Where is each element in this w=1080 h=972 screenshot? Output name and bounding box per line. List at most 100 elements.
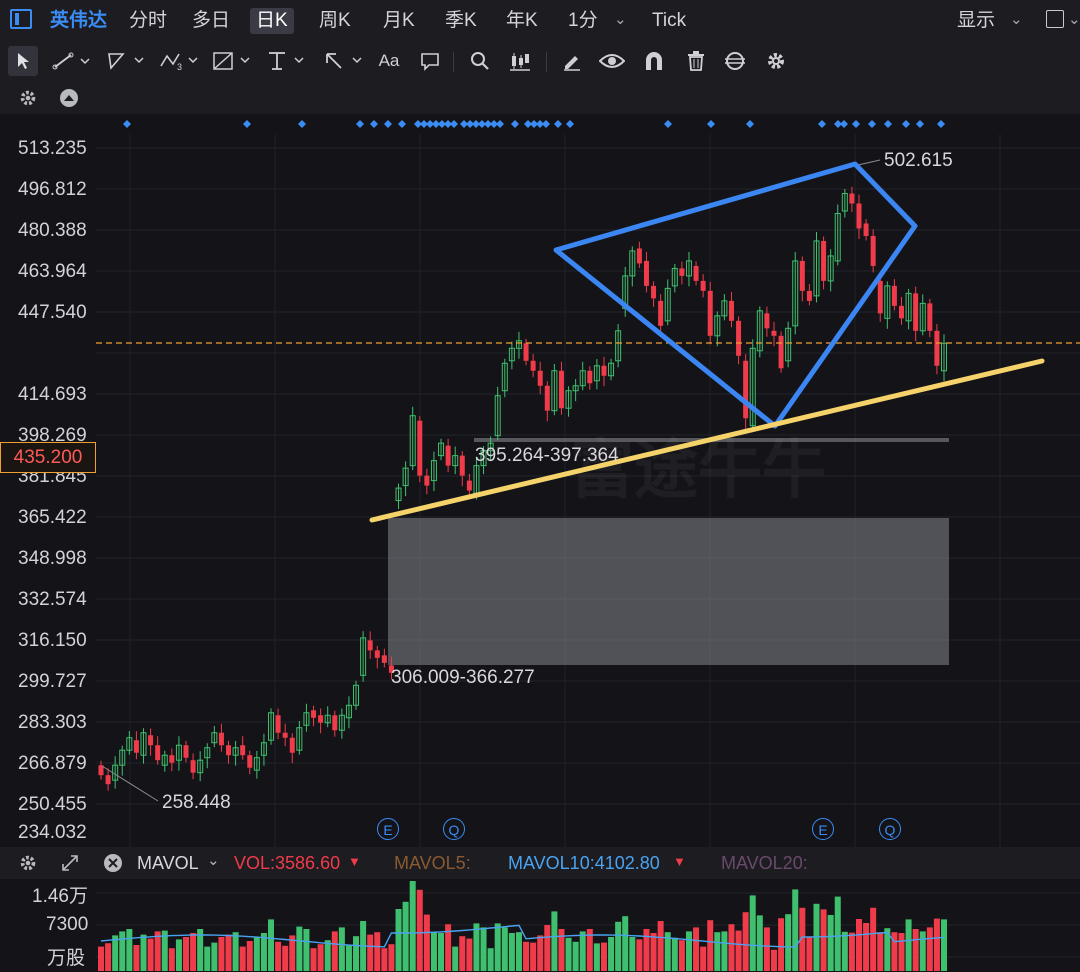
candle-body-down[interactable] [870, 235, 876, 266]
volume-bar[interactable] [537, 935, 544, 971]
volume-bar[interactable] [501, 927, 508, 971]
volume-bar[interactable] [119, 931, 126, 971]
candle-body-up[interactable] [452, 455, 459, 467]
candle-body-down[interactable] [636, 248, 642, 264]
candle-body-up[interactable] [119, 749, 126, 766]
support-trendline-drawing[interactable] [369, 358, 1045, 523]
volume-bar[interactable] [423, 914, 430, 971]
indicator-selector[interactable]: MAVOL [137, 853, 199, 873]
candle-body-up[interactable] [438, 442, 445, 457]
volume-bar[interactable] [884, 928, 891, 971]
candle-body-down[interactable] [806, 290, 812, 301]
event-diamond-marker[interactable] [370, 120, 378, 128]
text-tool-icon[interactable]: Aa [378, 51, 400, 70]
volume-bar[interactable] [579, 931, 586, 971]
candle-body-down[interactable] [558, 370, 564, 409]
event-diamond-marker[interactable] [414, 120, 422, 128]
candle-body-down[interactable] [523, 343, 529, 361]
event-diamond-marker[interactable] [243, 120, 251, 128]
volume-bar[interactable] [409, 881, 416, 971]
candle-body-up[interactable] [813, 240, 820, 297]
event-diamond-marker[interactable] [852, 120, 860, 128]
volume-bar[interactable] [211, 942, 218, 971]
volume-bar[interactable] [494, 923, 501, 971]
event-diamond-marker[interactable] [818, 120, 826, 128]
candle-body-up[interactable] [608, 362, 615, 377]
indicator-chevron-icon[interactable]: ⌄ [207, 852, 220, 869]
candle-body-up[interactable] [941, 342, 947, 372]
volume-bar[interactable] [855, 919, 862, 971]
candle-body-up[interactable] [338, 714, 345, 731]
event-diamond-marker[interactable] [466, 120, 474, 128]
tab-1min[interactable]: 1分 [568, 10, 598, 31]
event-diamond-marker[interactable] [123, 120, 131, 128]
more-chevron-icon[interactable]: ⌄ [1068, 11, 1080, 28]
candle-body-up[interactable] [253, 757, 260, 771]
volume-bar[interactable] [331, 931, 338, 971]
candle-body-up[interactable] [664, 287, 671, 322]
volume-bar[interactable] [438, 933, 445, 971]
candle-body-down[interactable] [282, 732, 288, 738]
channel-tool-icon[interactable] [104, 46, 146, 76]
volume-bar[interactable] [898, 933, 905, 971]
candle-body-up[interactable] [161, 754, 168, 766]
volume-bar[interactable] [154, 931, 161, 971]
volume-bar[interactable] [671, 937, 678, 971]
candle-body-down[interactable] [679, 268, 685, 276]
candle-body-down[interactable] [799, 260, 805, 291]
volume-bar[interactable] [848, 932, 855, 971]
event-diamond-marker[interactable] [746, 120, 754, 128]
volume-bar[interactable] [721, 931, 728, 971]
volume-bar[interactable] [685, 931, 692, 971]
candle-body-up[interactable] [565, 390, 572, 409]
volume-bar[interactable] [678, 940, 685, 971]
candle-body-up[interactable] [480, 450, 487, 467]
volume-bar[interactable] [395, 909, 402, 971]
volume-bar[interactable] [98, 946, 104, 971]
volume-bar[interactable] [204, 946, 211, 971]
candle-body-up[interactable] [749, 347, 756, 427]
event-diamond-marker[interactable] [298, 120, 306, 128]
volume-bar[interactable] [508, 933, 515, 971]
volume-bar[interactable] [324, 940, 331, 971]
candle-body-down[interactable] [275, 715, 281, 733]
volume-bar[interactable] [877, 932, 884, 971]
measure-tool-icon[interactable] [264, 46, 306, 76]
event-diamond-marker[interactable] [478, 120, 486, 128]
volume-bar[interactable] [763, 927, 770, 971]
candle-body-up[interactable] [515, 340, 522, 349]
candle-body-down[interactable] [388, 665, 394, 673]
candle-body-up[interactable] [175, 744, 182, 761]
volume-bar[interactable] [459, 936, 466, 971]
volume-bar[interactable] [253, 937, 260, 971]
event-diamond-marker[interactable] [902, 120, 910, 128]
candle-body-up[interactable] [204, 747, 211, 759]
earnings-event-marker[interactable]: E [812, 818, 834, 840]
event-diamond-marker[interactable] [490, 120, 498, 128]
candle-body-down[interactable] [913, 293, 919, 331]
candle-body-up[interactable] [395, 487, 402, 502]
candle-body-down[interactable] [849, 193, 855, 204]
candle-body-up[interactable] [841, 193, 848, 212]
volume-bar[interactable] [912, 929, 919, 971]
tab-intraday[interactable]: 分时 [129, 10, 168, 31]
tab-tick[interactable]: Tick [652, 10, 687, 31]
line-tool-icon[interactable] [50, 46, 92, 76]
sidebar-toggle-icon[interactable] [10, 9, 32, 29]
candle-body-up[interactable] [629, 250, 636, 277]
sync-icon[interactable] [720, 46, 750, 76]
volume-bar[interactable] [310, 948, 317, 971]
event-diamond-marker[interactable] [840, 120, 848, 128]
volume-bar[interactable] [225, 934, 232, 971]
candle-body-up[interactable] [615, 330, 622, 362]
candle-body-down[interactable] [367, 640, 373, 651]
settings-gear-icon[interactable] [762, 46, 790, 76]
candle-body-down[interactable] [311, 710, 317, 718]
window-toggle-checkbox[interactable] [1046, 10, 1064, 28]
volume-bar[interactable] [147, 938, 154, 971]
candle-body-up[interactable] [551, 370, 558, 412]
volume-bar[interactable] [345, 945, 352, 971]
display-chevron-icon[interactable]: ⌄ [1010, 11, 1023, 28]
volume-bar[interactable] [785, 914, 792, 971]
volume-bar[interactable] [317, 944, 324, 971]
